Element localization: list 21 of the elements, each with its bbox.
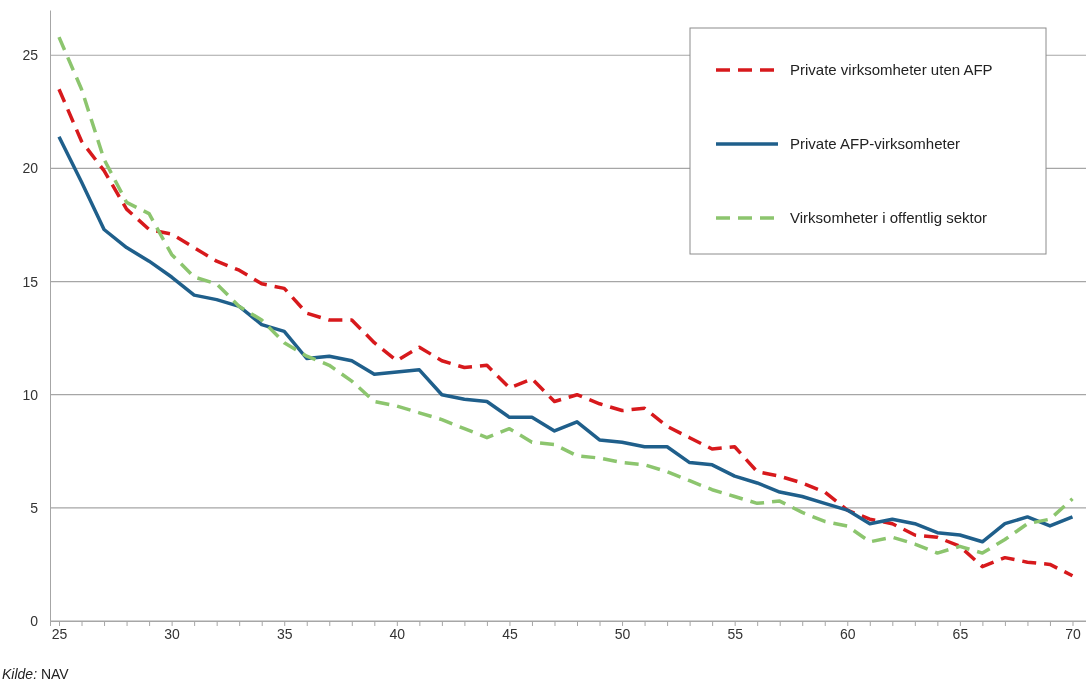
x-tick-label: 65 bbox=[952, 625, 969, 642]
x-tick-label: 70 bbox=[1065, 625, 1081, 642]
x-tick-label: 45 bbox=[502, 625, 518, 642]
y-tick-label: 0 bbox=[30, 612, 39, 629]
x-tick-label: 50 bbox=[614, 625, 631, 642]
x-tick-label: 25 bbox=[51, 625, 68, 642]
legend-label: Private virksomheter uten AFP bbox=[790, 61, 993, 78]
y-tick-label: 5 bbox=[30, 499, 39, 516]
x-tick-label: 60 bbox=[839, 625, 856, 642]
y-tick-label: 20 bbox=[22, 160, 39, 177]
x-tick-label: 35 bbox=[276, 625, 293, 642]
legend-label: Private AFP-virksomheter bbox=[790, 135, 961, 152]
x-tick-label: 40 bbox=[389, 625, 406, 642]
y-tick-label: 10 bbox=[22, 386, 39, 403]
text: Kilde: NAV bbox=[2, 666, 70, 682]
legend-label: Virksomheter i offentlig sektor bbox=[790, 209, 988, 226]
y-tick-label: 15 bbox=[22, 273, 39, 290]
line-series bbox=[57, 134, 1075, 544]
y-tick-label: 25 bbox=[22, 47, 39, 64]
x-tick-label: 55 bbox=[727, 625, 744, 642]
x-tick-label: 30 bbox=[164, 625, 181, 642]
